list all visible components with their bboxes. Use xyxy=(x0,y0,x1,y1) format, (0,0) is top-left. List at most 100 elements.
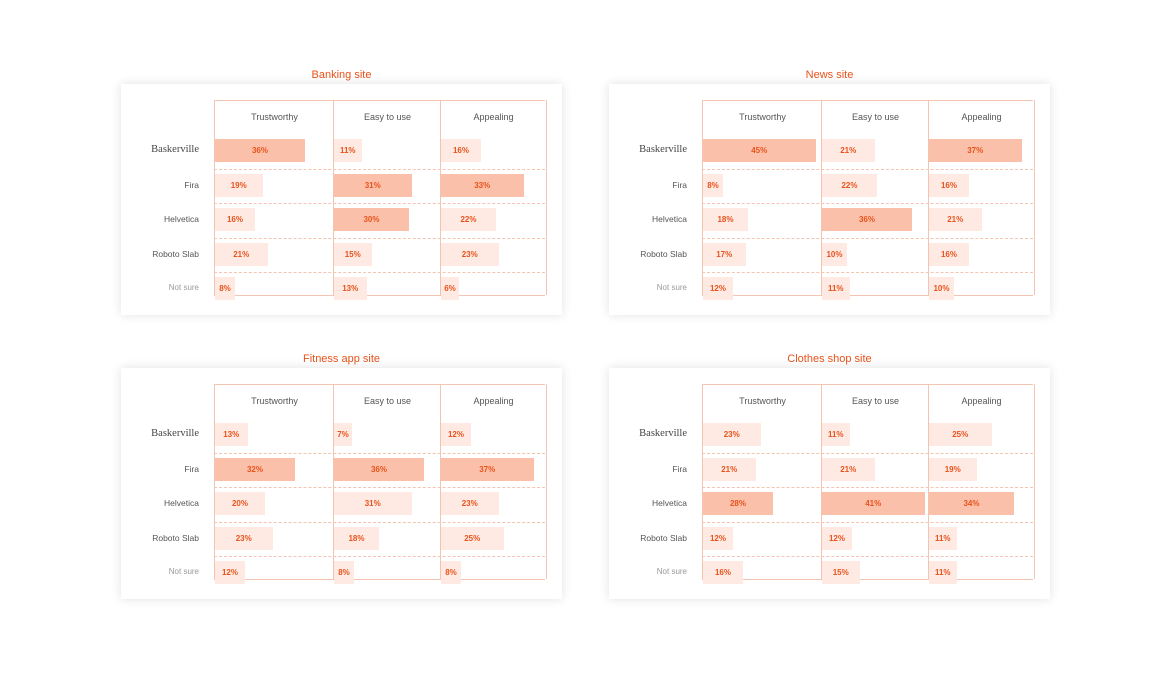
table-column: Appealing xyxy=(928,384,1035,579)
data-bar: 18% xyxy=(334,526,379,550)
data-bar: 16% xyxy=(929,173,969,197)
chart-title: Fitness app site xyxy=(302,353,381,365)
column-header: Trustworthy xyxy=(251,396,298,406)
data-bar: 13% xyxy=(215,423,248,446)
data-bar: 32% xyxy=(215,457,295,481)
row-separator xyxy=(702,556,1033,557)
data-bar: 19% xyxy=(215,173,263,197)
data-bar: 36% xyxy=(334,457,424,481)
row-label: Not sure xyxy=(656,283,687,292)
row-separator xyxy=(214,452,545,454)
table-column: Easy to use xyxy=(821,100,929,295)
data-bar: 11% xyxy=(822,277,850,300)
table-column: Trustworthy xyxy=(702,384,822,579)
chart-card: Trustworthy Easy to use Appealing Baskervil… xyxy=(121,84,562,315)
row-label: Not sure xyxy=(168,283,199,292)
data-bar: 21% xyxy=(822,457,875,481)
table-top-border xyxy=(214,100,545,101)
data-bar: 33% xyxy=(441,173,524,197)
chart-table: Trustworthy Easy to use Appealing xyxy=(702,100,1035,295)
data-bar: 23% xyxy=(703,423,761,446)
chart-card: Trustworthy Easy to use Appealing Baskervil… xyxy=(609,84,1050,315)
table-top-border xyxy=(214,384,545,385)
data-bar: 31% xyxy=(334,492,412,515)
data-bar: 25% xyxy=(929,423,992,446)
column-header: Trustworthy xyxy=(739,112,786,122)
data-bar: 21% xyxy=(822,139,875,162)
table-column: Trustworthy xyxy=(214,384,334,579)
row-label: Baskerville xyxy=(639,144,687,155)
chart-title: Clothes shop site xyxy=(787,353,872,365)
chart-panel: Banking site Trustworthy Easy to use Appeal… xyxy=(121,64,562,315)
data-bar: 21% xyxy=(703,457,756,481)
row-label: Roboto Slab xyxy=(152,532,199,543)
data-bar: 15% xyxy=(822,561,860,584)
data-bar: 12% xyxy=(703,526,733,550)
table-column: Appealing xyxy=(928,100,1035,295)
data-bar: 45% xyxy=(703,139,816,162)
table-column: Easy to use xyxy=(333,100,441,295)
row-separator xyxy=(702,237,1033,239)
data-bar: 8% xyxy=(215,277,235,300)
row-label: Baskerville xyxy=(639,428,687,439)
data-bar: 12% xyxy=(703,277,733,300)
row-separator xyxy=(702,168,1033,170)
table-bottom-border xyxy=(214,579,545,580)
row-label: Not sure xyxy=(656,567,687,576)
row-label: Fira xyxy=(184,179,199,190)
data-bar: 11% xyxy=(334,139,362,162)
row-label: Roboto Slab xyxy=(640,248,687,259)
data-bar: 10% xyxy=(822,242,847,266)
row-separator xyxy=(214,487,545,488)
row-separator xyxy=(702,272,1033,273)
data-bar: 16% xyxy=(703,561,743,584)
column-header: Appealing xyxy=(961,396,1002,406)
data-bar: 8% xyxy=(334,561,354,584)
chart-panel: News site Trustworthy Easy to use Appealing… xyxy=(609,64,1050,315)
row-separator xyxy=(214,556,545,557)
row-separator xyxy=(214,203,545,204)
table-top-border xyxy=(702,384,1033,385)
chart-card: Trustworthy Easy to use Appealing Baskervil… xyxy=(609,368,1050,599)
column-header: Easy to use xyxy=(363,112,412,122)
row-label: Helvetica xyxy=(652,498,687,508)
table-column: Appealing xyxy=(440,384,547,579)
data-bar: 15% xyxy=(334,242,372,266)
data-bar: 25% xyxy=(441,526,504,550)
data-bar: 31% xyxy=(334,173,412,197)
data-bar: 36% xyxy=(822,208,912,231)
row-separator xyxy=(702,203,1033,204)
row-separator xyxy=(214,272,545,273)
row-separator xyxy=(214,168,545,170)
data-bar: 22% xyxy=(441,208,496,231)
row-label: Helvetica xyxy=(164,214,199,224)
data-bar: 12% xyxy=(215,561,245,584)
data-bar: 8% xyxy=(703,173,723,197)
data-bar: 6% xyxy=(441,277,459,300)
chart-title: News site xyxy=(805,69,854,81)
column-header: Trustworthy xyxy=(251,112,298,122)
column-header: Easy to use xyxy=(851,112,900,122)
data-bar: 23% xyxy=(441,242,499,266)
data-bar: 17% xyxy=(703,242,746,266)
data-bar: 11% xyxy=(929,561,957,584)
table-column: Appealing xyxy=(440,100,547,295)
table-bottom-border xyxy=(702,295,1033,296)
row-label: Roboto Slab xyxy=(640,532,687,543)
row-separator xyxy=(214,237,545,239)
data-bar: 12% xyxy=(822,526,852,550)
data-bar: 30% xyxy=(334,208,409,231)
row-label: Fira xyxy=(184,463,199,474)
data-bar: 11% xyxy=(929,526,957,550)
column-header: Easy to use xyxy=(363,396,412,406)
data-bar: 10% xyxy=(929,277,954,300)
data-bar: 28% xyxy=(703,492,773,515)
table-column: Easy to use xyxy=(821,384,929,579)
table-top-border xyxy=(702,100,1033,101)
data-bar: 12% xyxy=(441,423,471,446)
table-column: Trustworthy xyxy=(702,100,822,295)
column-header: Appealing xyxy=(473,396,514,406)
chart-panel: Fitness app site Trustworthy Easy to use Ap… xyxy=(121,348,562,599)
row-separator xyxy=(702,521,1033,523)
data-bar: 41% xyxy=(822,492,925,515)
